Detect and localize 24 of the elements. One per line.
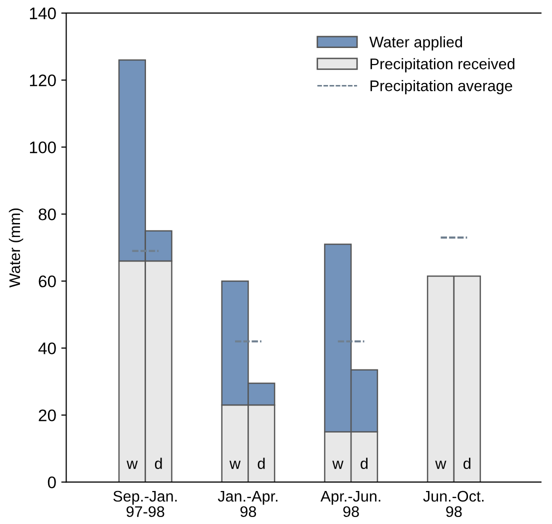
y-tick-label: 60: [38, 275, 56, 288]
legend-label: Precipitation received: [370, 58, 514, 72]
x-tick-label: w: [332, 460, 344, 469]
y-tick-label: 40: [38, 342, 56, 354]
y-tick-label: 0: [48, 476, 56, 488]
y-tick-label: 20: [38, 409, 56, 422]
legend-label: Water applied: [369, 36, 462, 50]
x-tick-label: w: [229, 460, 241, 469]
text: Apr.-Jun. 98: [320, 491, 380, 518]
legend-label: Precipitation average: [370, 80, 512, 94]
text: Jun.-Oct. 98: [423, 490, 484, 518]
x-tick-label: w: [126, 460, 138, 469]
x-tick-label: d: [258, 458, 265, 470]
x-tick-label: d: [154, 458, 162, 470]
y-tick-label: 100: [30, 141, 56, 154]
y-tick-label: 140: [30, 8, 56, 20]
y-axis-title: Water (mm): [8, 208, 24, 288]
text: Jan.-Apr. 98: [218, 491, 278, 518]
x-tick-label: d: [360, 458, 368, 470]
y-tick-label: 80: [38, 208, 56, 220]
y-tick-label: 120: [30, 74, 56, 86]
text: Sep.-Jan. 97-98: [113, 490, 177, 518]
x-tick-label: d: [464, 458, 470, 470]
x-tick-label: w: [435, 460, 446, 469]
